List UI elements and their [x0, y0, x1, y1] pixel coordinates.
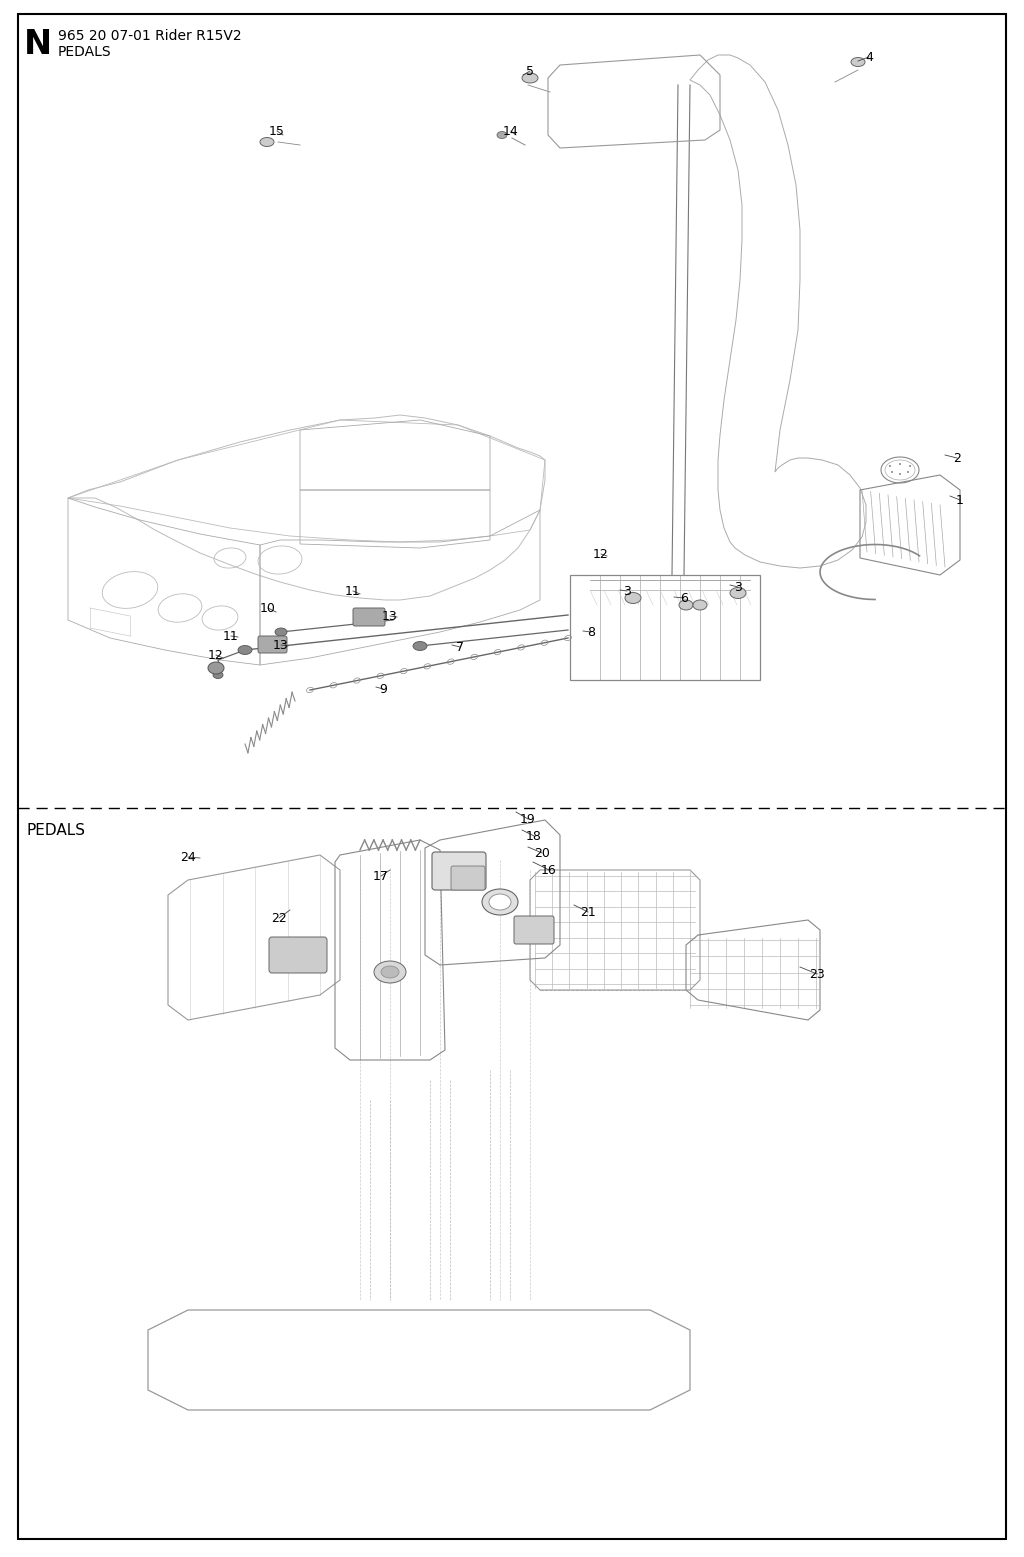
Ellipse shape	[889, 466, 891, 467]
Text: 14: 14	[503, 125, 519, 137]
Ellipse shape	[497, 131, 507, 139]
Ellipse shape	[851, 58, 865, 67]
Text: 11: 11	[223, 629, 239, 643]
Text: 7: 7	[456, 640, 464, 654]
Text: 12: 12	[593, 548, 609, 561]
Ellipse shape	[909, 466, 911, 467]
Text: 5: 5	[526, 64, 534, 78]
Text: 9: 9	[379, 682, 387, 696]
Text: PEDALS: PEDALS	[26, 822, 85, 838]
Ellipse shape	[899, 473, 901, 475]
Text: 3: 3	[623, 584, 631, 598]
Ellipse shape	[213, 671, 223, 679]
FancyBboxPatch shape	[432, 852, 486, 891]
Ellipse shape	[693, 599, 707, 610]
Text: 22: 22	[271, 911, 287, 925]
Text: 10: 10	[260, 601, 275, 615]
Text: 18: 18	[526, 830, 542, 842]
Ellipse shape	[275, 627, 287, 635]
Ellipse shape	[374, 961, 406, 982]
Text: 21: 21	[581, 906, 596, 919]
Text: N: N	[24, 28, 52, 61]
Text: 24: 24	[180, 850, 196, 864]
Text: 1: 1	[956, 494, 964, 506]
FancyBboxPatch shape	[269, 937, 327, 973]
Text: 965 20 07-01 Rider R15V2: 965 20 07-01 Rider R15V2	[58, 30, 242, 44]
Ellipse shape	[482, 889, 518, 916]
Text: 17: 17	[373, 869, 389, 883]
Text: 13: 13	[273, 638, 289, 651]
Ellipse shape	[625, 593, 641, 604]
FancyBboxPatch shape	[258, 635, 287, 652]
Text: 8: 8	[587, 626, 595, 638]
Ellipse shape	[522, 73, 538, 83]
Ellipse shape	[381, 965, 399, 978]
FancyBboxPatch shape	[353, 607, 385, 626]
Ellipse shape	[238, 646, 252, 654]
Ellipse shape	[907, 472, 909, 473]
Text: 12: 12	[208, 649, 224, 662]
Ellipse shape	[891, 472, 893, 473]
Ellipse shape	[208, 662, 224, 674]
Text: 23: 23	[809, 967, 825, 981]
Text: 6: 6	[680, 592, 688, 604]
Ellipse shape	[413, 641, 427, 651]
Text: 11: 11	[345, 584, 360, 598]
Text: 3: 3	[734, 581, 742, 593]
Text: PEDALS: PEDALS	[58, 45, 112, 59]
Text: 13: 13	[382, 609, 398, 623]
Text: 16: 16	[541, 864, 557, 877]
Text: 15: 15	[269, 125, 285, 137]
Text: 19: 19	[520, 813, 536, 825]
Ellipse shape	[730, 587, 746, 598]
FancyBboxPatch shape	[514, 916, 554, 944]
Text: 2: 2	[953, 452, 961, 464]
Text: 4: 4	[865, 50, 872, 64]
Ellipse shape	[899, 462, 901, 466]
Ellipse shape	[489, 894, 511, 909]
Ellipse shape	[679, 599, 693, 610]
Text: 20: 20	[535, 847, 550, 859]
Ellipse shape	[260, 137, 274, 146]
FancyBboxPatch shape	[451, 866, 485, 891]
